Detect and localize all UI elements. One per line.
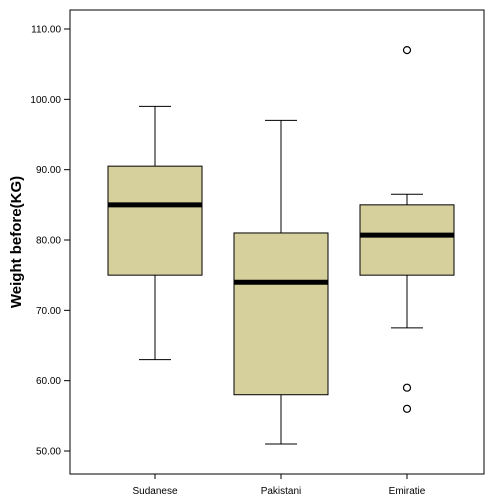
x-tick-label: Emiratie bbox=[389, 486, 426, 497]
box-pakistani bbox=[233, 119, 329, 445]
y-tick-label: 110.00 bbox=[31, 25, 61, 36]
y-tick-label: 90.00 bbox=[36, 165, 61, 176]
box-body bbox=[233, 232, 329, 396]
y-axis-title: Weight before(KG) bbox=[8, 176, 25, 308]
y-axis: 50.00 60.00 70.00 80.00 90.00 100.00 110.00 bbox=[30, 25, 70, 458]
box-sudanese bbox=[107, 105, 203, 361]
x-axis: Sudanese Pakistani Emiratie bbox=[132, 474, 426, 497]
box-body bbox=[107, 165, 203, 276]
outlier-point bbox=[402, 383, 412, 392]
y-tick-label: 100.00 bbox=[30, 95, 61, 106]
x-tick-label: Sudanese bbox=[132, 486, 177, 497]
y-tick-label: 70.00 bbox=[36, 306, 61, 317]
y-tick-label: 50.00 bbox=[36, 447, 61, 458]
box-emiratie bbox=[359, 45, 455, 413]
y-tick-label: 60.00 bbox=[36, 376, 61, 387]
x-tick-label: Pakistani bbox=[261, 486, 302, 497]
boxes bbox=[107, 45, 455, 445]
outlier-point bbox=[402, 404, 412, 413]
box-body bbox=[359, 204, 455, 276]
outlier-point bbox=[402, 45, 412, 55]
y-tick-label: 80.00 bbox=[36, 236, 61, 247]
